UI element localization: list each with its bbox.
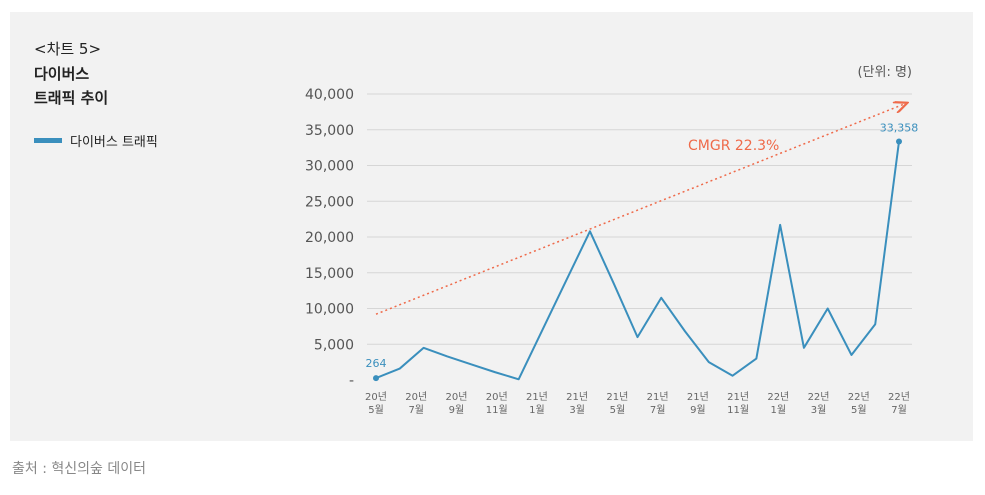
x-tick-label-year: 20년 <box>365 391 387 403</box>
x-tick-label-year: 20년 <box>486 391 508 403</box>
y-tick-label: 20,000 <box>305 230 354 246</box>
x-tick-label-month: 7월 <box>408 404 424 416</box>
x-tick-label-year: 20년 <box>445 391 467 403</box>
x-tick-label-year: 20년 <box>405 391 427 403</box>
chart-panel <box>10 12 973 441</box>
x-tick-label-year: 21년 <box>687 391 709 403</box>
y-tick-label: 25,000 <box>305 194 354 210</box>
x-tick-label-year: 22년 <box>888 391 910 403</box>
data-point-last <box>896 138 902 145</box>
series-line <box>375 141 900 381</box>
data-point-first <box>373 375 379 382</box>
chart-title-line1: 다이버스 <box>34 65 90 83</box>
x-tick-label-month: 1월 <box>529 404 545 416</box>
y-tick-label: 30,000 <box>305 159 354 175</box>
x-tick-label-year: 21년 <box>727 391 749 403</box>
y-tick-label: 15,000 <box>305 266 354 282</box>
x-tick-label-year: 21년 <box>526 391 548 403</box>
x-tick-label-year: 21년 <box>566 391 588 403</box>
x-tick-label-month: 9월 <box>449 404 465 416</box>
x-tick-label-month: 1월 <box>771 404 787 416</box>
trend-label: CMGR 22.3% <box>688 138 779 154</box>
x-tick-label-year: 22년 <box>767 391 789 403</box>
chart-title-line2: 트래픽 추이 <box>34 89 109 107</box>
x-tick-label-month: 7월 <box>891 404 907 416</box>
x-tick-label-month: 5월 <box>851 404 867 416</box>
y-tick-label: 10,000 <box>305 302 354 318</box>
x-tick-label-year: 21년 <box>606 391 628 403</box>
unit-label: (단위: 명) <box>857 65 912 80</box>
x-tick-label-month: 5월 <box>368 404 384 416</box>
x-tick-label-year: 22년 <box>808 391 830 403</box>
x-tick-label-month: 7월 <box>650 404 666 416</box>
x-tick-label-year: 22년 <box>848 391 870 403</box>
y-tick-label: 5,000 <box>314 337 354 353</box>
x-tick-label-year: 21년 <box>647 391 669 403</box>
data-label-first: 264 <box>366 357 387 370</box>
chart-title: 다이버스 트래픽 추이 <box>34 62 108 110</box>
x-tick-label-month: 3월 <box>569 404 585 416</box>
data-label-last: 33,358 <box>880 121 919 134</box>
legend: 다이버스 트래픽 <box>34 131 158 150</box>
x-tick-label-month: 3월 <box>811 404 827 416</box>
y-tick-label: 40,000 <box>305 87 354 103</box>
x-tick-label-month: 9월 <box>690 404 706 416</box>
x-tick-label-month: 5월 <box>610 404 626 416</box>
trend-arrow <box>375 103 906 315</box>
y-tick-label: 35,000 <box>305 123 354 139</box>
x-tick-label-month: 11월 <box>727 404 749 416</box>
legend-label: 다이버스 트래픽 <box>70 135 158 150</box>
x-tick-label-month: 11월 <box>486 404 508 416</box>
y-tick-label: - <box>349 373 354 389</box>
legend-swatch <box>34 138 62 143</box>
chart-tag: <차트 5> <box>34 40 102 58</box>
source-note: 출처 : 혁신의숲 데이터 <box>12 461 146 477</box>
line-chart: - 5,000 10,000 15,000 20,000 25,000 30,000 35,0… <box>305 65 919 416</box>
